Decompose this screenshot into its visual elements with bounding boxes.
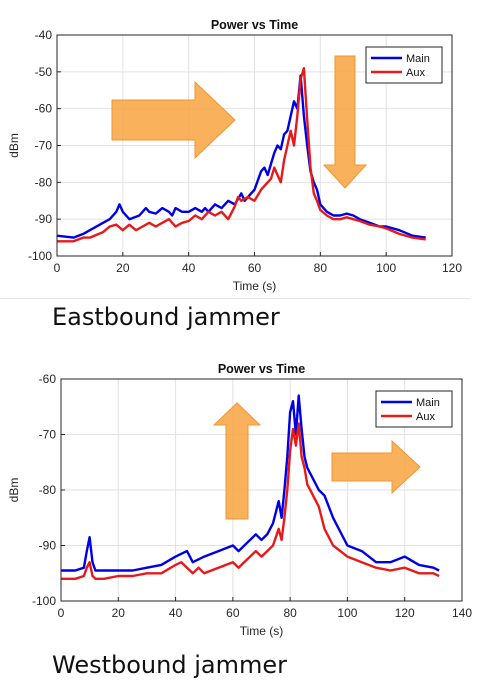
y-tick-label: -70: [35, 139, 53, 153]
x-tick-label: 20: [116, 261, 130, 275]
legend-label-aux: Aux: [416, 411, 435, 423]
y-tick-label: -80: [39, 483, 57, 497]
x-axis-label: Time (s): [240, 624, 284, 638]
legend-label-aux: Aux: [406, 67, 425, 79]
x-tick-label: 60: [248, 261, 262, 275]
x-tick-label: 20: [112, 606, 126, 620]
y-tick-label: -80: [35, 175, 53, 189]
caption-westbound: Westbound jammer: [52, 651, 287, 679]
legend-label-main: Main: [406, 53, 430, 65]
x-tick-label: 60: [226, 606, 240, 620]
caption-eastbound: Eastbound jammer: [52, 303, 280, 331]
x-tick-label: 120: [395, 606, 415, 620]
y-tick-label: -90: [35, 212, 53, 226]
legend-label-main: Main: [416, 397, 440, 409]
chart-title: Power vs Time: [211, 18, 298, 32]
legend: Main Aux: [375, 390, 453, 428]
y-tick-label: -90: [39, 539, 57, 553]
arrow-down-icon: [322, 55, 368, 189]
x-tick-label: 140: [452, 606, 472, 620]
x-tick-label: 100: [337, 606, 357, 620]
chart-svg-east: 0 20 40 60 80 100 120 -40 -50 -60 -70 -80 -90 -100 Pow…: [7, 18, 462, 293]
y-tick-label: -60: [39, 372, 57, 386]
arrow-up-icon: [212, 402, 262, 520]
y-tick-label: -100: [28, 249, 52, 263]
x-tick-label: 100: [376, 261, 396, 275]
x-tick-label: 40: [182, 261, 196, 275]
x-tick-label: 80: [283, 606, 297, 620]
legend: Main Aux: [365, 46, 443, 84]
x-tick-label: 0: [58, 606, 65, 620]
chart-westbound: 0 20 40 60 80 100 120 140 -60 -70 -80 -90 -100 Power …: [0, 345, 488, 645]
chart-title: Power vs Time: [218, 362, 305, 376]
divider: [0, 298, 470, 299]
x-tick-label: 120: [442, 261, 462, 275]
series-line-main: [61, 394, 440, 572]
y-tick-label: -50: [35, 65, 53, 79]
series-line-aux: [61, 422, 440, 580]
chart-eastbound: 0 20 40 60 80 100 120 -40 -50 -60 -70 -80 -90 -100 Pow…: [0, 0, 488, 300]
y-tick-label: -60: [35, 102, 53, 116]
series-line-main: [56, 74, 426, 239]
series-line-aux: [57, 67, 426, 243]
x-tick-label: 0: [54, 261, 61, 275]
x-axis-label: Time (s): [233, 279, 277, 293]
y-tick-label: -100: [32, 594, 56, 608]
x-tick-label: 40: [169, 606, 183, 620]
x-tick-label: 80: [314, 261, 328, 275]
chart-svg-west: 0 20 40 60 80 100 120 140 -60 -70 -80 -90 -100 Power …: [7, 362, 472, 638]
y-tick-label: -70: [39, 428, 57, 442]
y-tick-label: -40: [35, 28, 53, 42]
arrow-right-icon: [331, 439, 421, 495]
y-axis-label: dBm: [7, 478, 21, 503]
arrow-right-icon: [111, 80, 236, 160]
y-axis-label: dBm: [7, 133, 21, 158]
